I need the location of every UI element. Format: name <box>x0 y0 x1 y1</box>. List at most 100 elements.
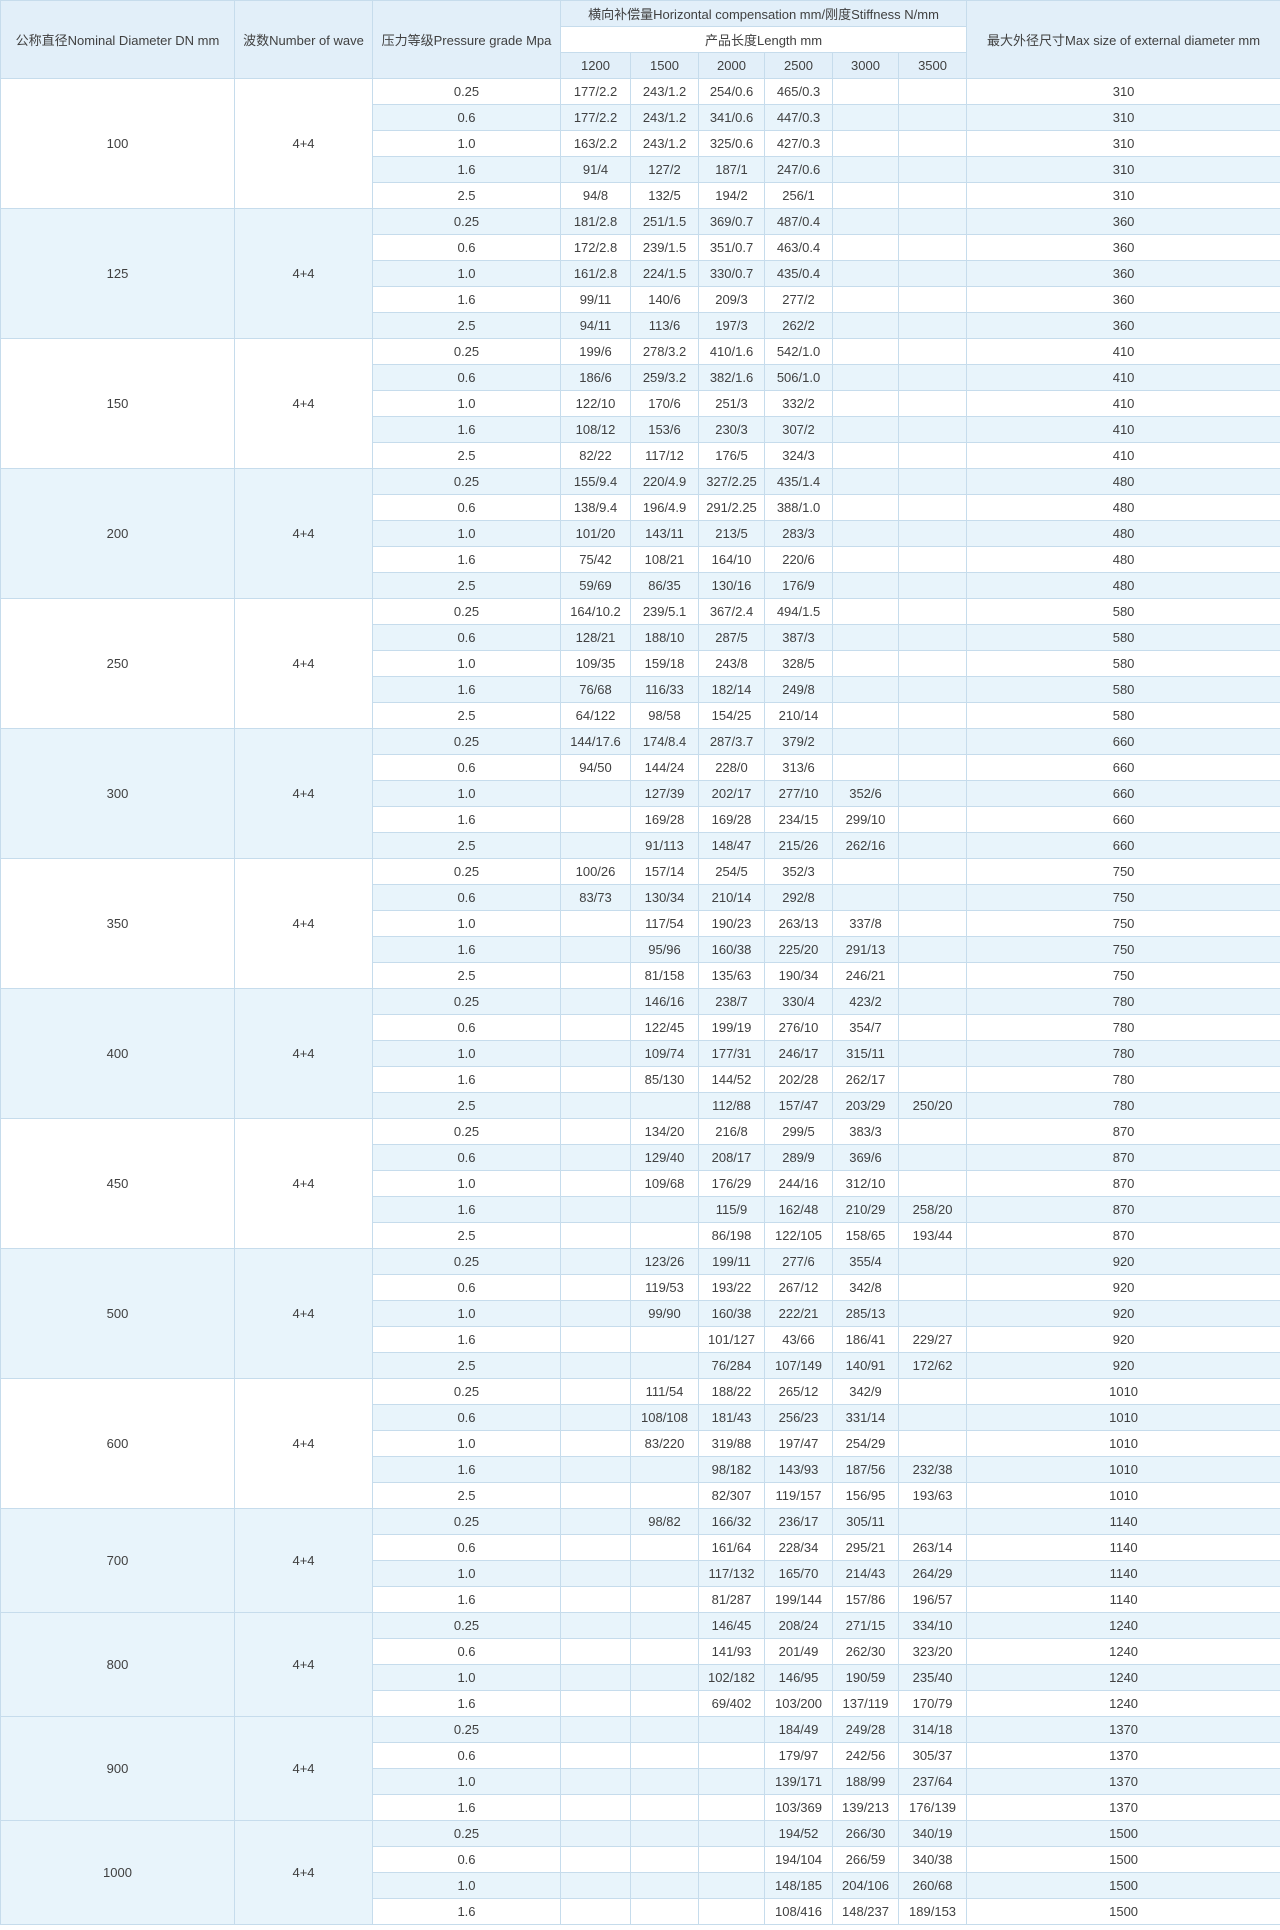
pressure-grade-cell: 0.6 <box>372 754 561 781</box>
table-row: 2.5 76/284 107/149 140/91 172/62 920 <box>1 1352 1280 1379</box>
max-diameter-cell: 1140 <box>966 1534 1280 1561</box>
wave-number-cell: 4+4 <box>234 1118 373 1249</box>
pressure-grade-cell: 1.0 <box>372 650 561 677</box>
table-row: 900 4+4 0.25 184/49 249/28 314/18 1370 <box>0 1716 1280 1821</box>
table-row: 2.5 82/307 119/157 156/95 193/63 1010 <box>1 1482 1280 1509</box>
nominal-diameter-cell: 350 <box>0 858 235 989</box>
pressure-grade-cell: 1.6 <box>372 936 561 963</box>
max-diameter-cell: 1240 <box>966 1612 1280 1639</box>
compensation-stiffness-cell: 410/1.6 <box>698 338 765 365</box>
compensation-stiffness-cell: 291/13 <box>832 936 899 963</box>
table-row: 1.6 101/127 43/66 186/41 229/27 920 <box>1 1326 1280 1353</box>
max-diameter-cell: 780 <box>966 1092 1280 1119</box>
compensation-stiffness-cell: 354/7 <box>832 1014 899 1041</box>
compensation-stiffness-cell: 117/12 <box>630 442 699 469</box>
compensation-stiffness-cell: 162/48 <box>764 1196 833 1223</box>
pressure-grade-cell: 0.25 <box>372 338 561 365</box>
pressure-grade-cell: 1.0 <box>372 130 561 157</box>
pressure-grade-cell: 1.0 <box>372 1768 561 1795</box>
pressure-grade-cell: 1.0 <box>372 1040 561 1067</box>
compensation-stiffness-cell <box>698 1820 765 1847</box>
compensation-stiffness-cell: 355/4 <box>832 1248 899 1275</box>
compensation-stiffness-cell <box>897 1248 968 1275</box>
wave-number-cell: 4+4 <box>234 1248 373 1379</box>
compensation-stiffness-cell <box>630 1898 699 1925</box>
compensation-stiffness-cell <box>560 1040 631 1067</box>
compensation-stiffness-cell <box>832 182 899 209</box>
compensation-stiffness-cell: 157/47 <box>764 1092 833 1119</box>
compensation-stiffness-cell: 222/21 <box>764 1300 833 1327</box>
compensation-stiffness-cell <box>698 1846 765 1873</box>
table-row: 0.6 186/6 259/3.2 382/1.6 506/1.0 410 <box>1 364 1280 391</box>
wave-number-cell: 4+4 <box>234 1508 373 1613</box>
compensation-stiffness-cell <box>630 1352 699 1379</box>
compensation-stiffness-cell <box>832 494 899 521</box>
table-row: 1.6 75/42 108/21 164/10 220/6 480 <box>1 546 1280 573</box>
compensation-stiffness-cell: 251/3 <box>698 390 765 417</box>
compensation-stiffness-cell <box>560 780 631 807</box>
max-diameter-cell: 1500 <box>966 1872 1280 1899</box>
table-row: 300 4+4 0.25 144/17.6 174/8.4 287/3.7 379/2 660 <box>0 728 1280 859</box>
wave-number-cell: 4+4 <box>234 78 373 209</box>
compensation-stiffness-cell: 113/6 <box>630 312 699 339</box>
compensation-stiffness-cell: 506/1.0 <box>764 364 833 391</box>
table-row: 1.6 85/130 144/52 202/28 262/17 780 <box>1 1066 1280 1093</box>
compensation-stiffness-cell: 143/11 <box>630 520 699 547</box>
table-row: 0.6 138/9.4 196/4.9 291/2.25 388/1.0 480 <box>1 494 1280 521</box>
pressure-grade-cell: 1.0 <box>372 1300 561 1327</box>
compensation-stiffness-cell: 176/29 <box>698 1170 765 1197</box>
max-diameter-cell: 1010 <box>966 1404 1280 1431</box>
compensation-stiffness-cell <box>897 884 968 911</box>
compensation-stiffness-cell <box>897 468 968 495</box>
compensation-stiffness-cell: 259/3.2 <box>630 364 699 391</box>
compensation-stiffness-cell: 247/0.6 <box>764 156 833 183</box>
compensation-stiffness-cell: 140/91 <box>832 1352 899 1379</box>
compensation-stiffness-cell <box>897 1014 968 1041</box>
header-nominal-diameter: 公称直径Nominal Diameter DN mm <box>0 0 235 79</box>
compensation-stiffness-cell: 299/10 <box>832 806 899 833</box>
pressure-grade-cell: 1.0 <box>372 1170 561 1197</box>
compensation-stiffness-cell <box>897 1066 968 1093</box>
compensation-stiffness-cell: 85/130 <box>630 1066 699 1093</box>
compensation-stiffness-cell: 164/10.2 <box>560 598 631 625</box>
compensation-stiffness-cell: 199/144 <box>764 1586 833 1613</box>
header-max-external-diameter: 最大外径尺寸Max size of external diameter mm <box>966 0 1280 79</box>
max-diameter-cell: 1010 <box>966 1378 1280 1405</box>
compensation-stiffness-cell: 197/3 <box>698 312 765 339</box>
compensation-stiffness-cell: 299/5 <box>764 1118 833 1145</box>
table-row: 1.0 109/74 177/31 246/17 315/11 780 <box>1 1040 1280 1067</box>
compensation-stiffness-cell: 86/35 <box>630 572 699 599</box>
compensation-stiffness-cell <box>630 1092 699 1119</box>
compensation-stiffness-cell <box>630 1612 699 1639</box>
compensation-stiffness-cell: 267/12 <box>764 1274 833 1301</box>
table-header: 公称直径Nominal Diameter DN mm 波数Number of w… <box>0 0 1280 79</box>
compensation-stiffness-cell: 193/63 <box>897 1482 968 1509</box>
compensation-stiffness-cell <box>897 858 968 885</box>
compensation-stiffness-cell <box>560 1404 631 1431</box>
wave-number-cell: 4+4 <box>234 468 373 599</box>
compensation-stiffness-cell <box>897 78 968 105</box>
compensation-stiffness-cell <box>630 1742 699 1769</box>
compensation-stiffness-cell: 146/16 <box>630 988 699 1015</box>
compensation-stiffness-cell <box>832 598 899 625</box>
compensation-stiffness-cell: 325/0.6 <box>698 130 765 157</box>
compensation-stiffness-cell: 140/6 <box>630 286 699 313</box>
pressure-grade-cell: 0.6 <box>372 1404 561 1431</box>
compensation-stiffness-cell: 69/402 <box>698 1690 765 1717</box>
max-diameter-cell: 1370 <box>966 1794 1280 1821</box>
compensation-stiffness-cell <box>698 1742 765 1769</box>
compensation-stiffness-cell: 234/15 <box>764 806 833 833</box>
compensation-stiffness-cell: 201/49 <box>764 1638 833 1665</box>
pressure-grade-cell: 0.6 <box>372 234 561 261</box>
pressure-grade-cell: 1.6 <box>372 1066 561 1093</box>
max-diameter-cell: 480 <box>966 468 1280 495</box>
wave-number-cell: 4+4 <box>234 1612 373 1717</box>
compensation-stiffness-cell <box>560 1872 631 1899</box>
table-row: 1.6 81/287 199/144 157/86 196/57 1140 <box>1 1586 1280 1613</box>
table-row: 1.0 139/171 188/99 237/64 1370 <box>1 1768 1280 1795</box>
compensation-stiffness-cell: 235/40 <box>897 1664 968 1691</box>
compensation-stiffness-cell: 387/3 <box>764 624 833 651</box>
compensation-stiffness-cell: 119/157 <box>764 1482 833 1509</box>
max-diameter-cell: 1240 <box>966 1664 1280 1691</box>
compensation-stiffness-cell: 83/220 <box>630 1430 699 1457</box>
